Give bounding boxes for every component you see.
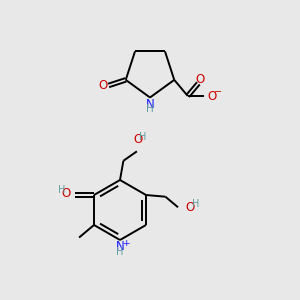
Text: H: H [192,199,200,209]
Text: O: O [98,79,107,92]
Text: N: N [116,240,124,253]
Text: +: + [122,238,130,247]
Text: H: H [146,104,154,115]
Text: O: O [185,201,195,214]
Text: H: H [139,132,147,142]
Text: O: O [62,187,71,200]
Text: H: H [58,184,65,195]
Text: H: H [116,247,124,257]
Text: O: O [195,73,205,86]
Text: O: O [134,133,143,146]
Text: N: N [146,98,154,111]
Text: −: − [214,87,222,98]
Text: O: O [207,90,217,104]
